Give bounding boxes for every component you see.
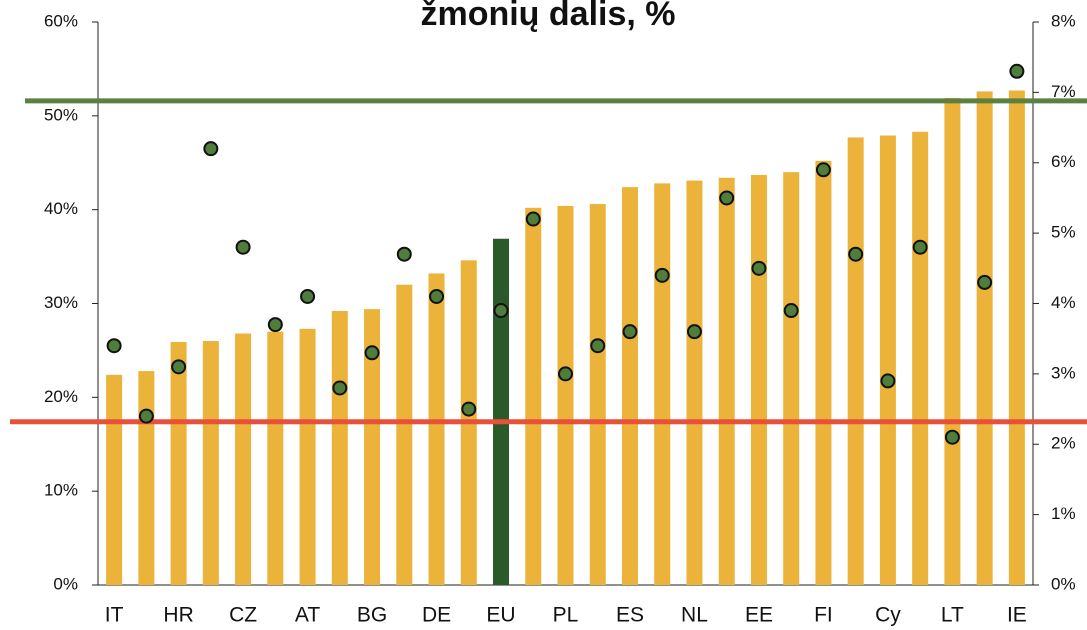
bar — [847, 137, 864, 586]
dot — [364, 345, 380, 361]
bar — [493, 238, 510, 585]
bar — [235, 333, 252, 585]
bar — [589, 204, 606, 585]
bar — [718, 177, 735, 585]
bar — [686, 180, 703, 585]
dot — [1009, 63, 1025, 79]
dot — [912, 239, 928, 255]
dot — [332, 380, 348, 396]
bar — [976, 91, 993, 585]
bar — [654, 183, 671, 586]
bar — [1008, 90, 1025, 585]
bar — [912, 131, 929, 585]
dot — [138, 408, 154, 424]
x-tick-label: CZ — [229, 604, 257, 627]
chart-title: žmonių dalis, % — [420, 0, 675, 33]
dot — [783, 303, 799, 319]
dot — [590, 338, 606, 354]
x-tick-label: HR — [163, 604, 193, 627]
x-tick-label: Cy — [875, 604, 901, 627]
dot — [396, 246, 412, 262]
bar — [106, 374, 123, 585]
x-tick-label: NL — [681, 604, 708, 627]
y-tick-label: 40% — [44, 199, 78, 218]
x-tick-label: DE — [422, 604, 451, 627]
bar — [621, 187, 638, 585]
y-tick-label: 10% — [44, 481, 78, 500]
x-tick-label: EE — [745, 604, 773, 627]
bar — [170, 341, 187, 585]
bar — [783, 172, 800, 585]
dot — [751, 260, 767, 276]
y2-tick-label: 7% — [1051, 82, 1076, 101]
dot — [654, 267, 670, 283]
y-tick-label: 30% — [44, 293, 78, 312]
bar — [396, 284, 413, 585]
y2-tick-label: 2% — [1051, 434, 1076, 453]
bar — [202, 341, 219, 585]
x-tick-label: ES — [616, 604, 644, 627]
x-tick-label: BG — [357, 604, 387, 627]
x-tick-label: IE — [1007, 604, 1027, 627]
dot — [106, 338, 122, 354]
bar — [428, 273, 445, 585]
y2-tick-label: 4% — [1051, 293, 1076, 312]
dot — [977, 274, 993, 290]
dot — [944, 429, 960, 445]
dot — [171, 359, 187, 375]
x-tick-label: EU — [486, 604, 515, 627]
y-tick-label: 60% — [44, 11, 78, 30]
y2-tick-label: 1% — [1051, 504, 1076, 523]
x-tick-label: LT — [941, 604, 964, 627]
dot — [719, 190, 735, 206]
dot — [429, 288, 445, 304]
dot — [493, 303, 509, 319]
dot — [880, 373, 896, 389]
bar — [879, 135, 896, 585]
y2-tick-label: 0% — [1051, 574, 1076, 593]
dot — [235, 239, 251, 255]
dot — [848, 246, 864, 262]
bar — [944, 98, 961, 585]
x-tick-label: FI — [814, 604, 833, 627]
x-tick-label: IT — [105, 604, 124, 627]
dot — [461, 401, 477, 417]
bar — [364, 309, 381, 585]
x-tick-label: AT — [295, 604, 320, 627]
y-tick-label: 0% — [53, 574, 78, 593]
bar — [815, 160, 832, 585]
dot — [558, 366, 573, 382]
bar — [267, 331, 284, 585]
dot — [686, 324, 702, 340]
dot — [622, 324, 638, 340]
y2-tick-label: 6% — [1051, 152, 1076, 171]
y-tick-label: 20% — [44, 387, 78, 406]
bar — [331, 311, 348, 585]
y-tick-label: 50% — [44, 105, 78, 124]
bar — [750, 174, 767, 585]
y2-tick-label: 3% — [1051, 363, 1076, 382]
dot — [525, 211, 541, 227]
x-tick-label: PL — [553, 604, 579, 627]
bar — [299, 328, 316, 585]
dot — [203, 141, 219, 157]
dot — [815, 162, 831, 178]
bar — [525, 207, 542, 586]
bar — [557, 205, 574, 585]
y2-tick-label: 5% — [1051, 223, 1076, 242]
bar — [138, 371, 155, 585]
dot — [300, 288, 316, 304]
y2-tick-label: 8% — [1051, 11, 1076, 30]
dot — [267, 317, 283, 333]
